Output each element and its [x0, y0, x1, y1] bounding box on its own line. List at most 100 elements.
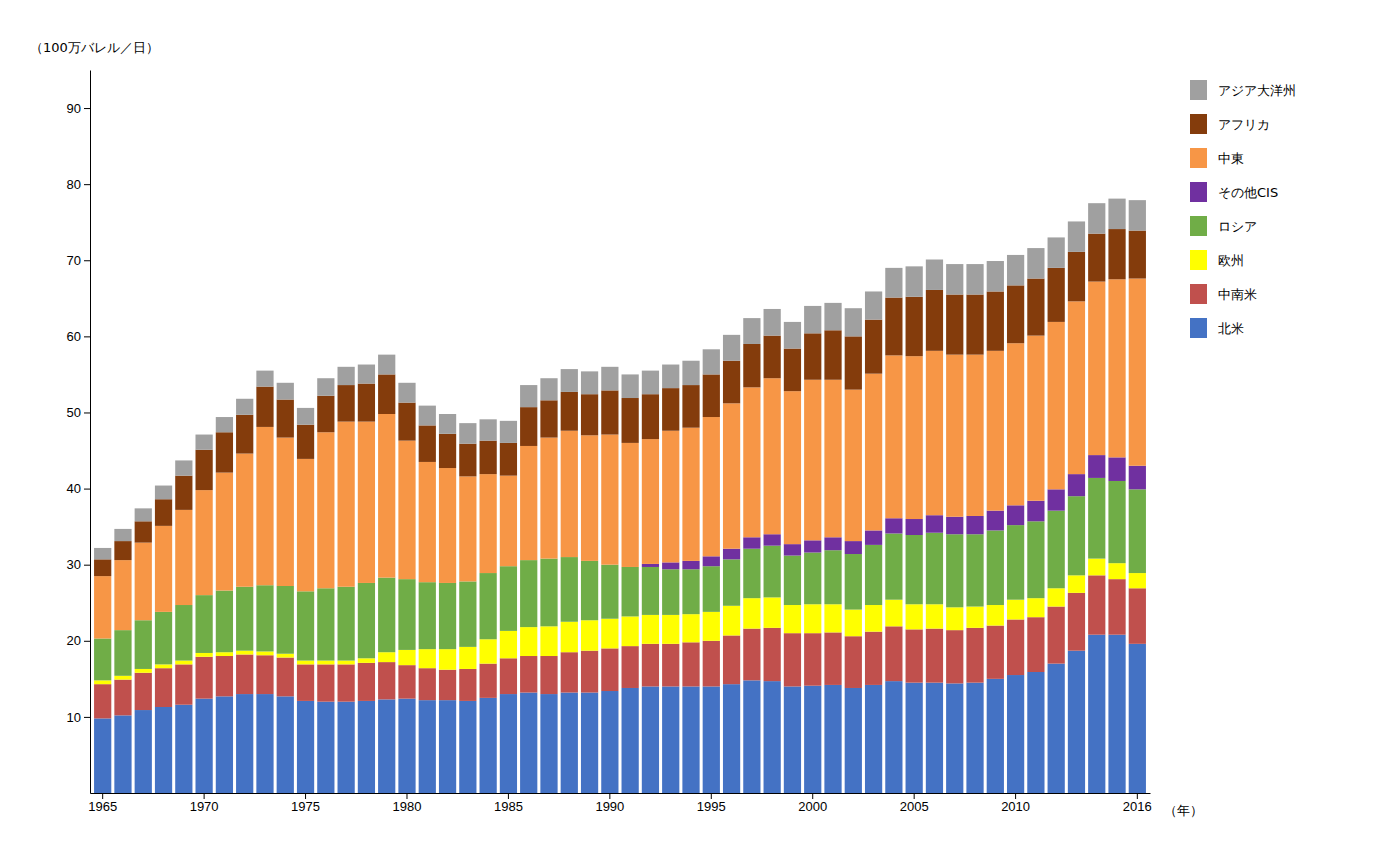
bar — [764, 597, 781, 627]
bar — [764, 546, 781, 598]
bar — [114, 680, 131, 716]
bar — [703, 349, 720, 374]
bar — [317, 588, 334, 660]
bar — [906, 683, 923, 793]
bar — [987, 679, 1004, 793]
bar — [520, 627, 537, 656]
bar — [804, 306, 821, 333]
bar — [804, 553, 821, 605]
bar — [662, 644, 679, 687]
bar — [419, 425, 436, 462]
bar — [946, 355, 963, 517]
legend-swatch — [1190, 250, 1207, 270]
bar — [824, 537, 841, 550]
bar — [419, 582, 436, 649]
bar — [906, 297, 923, 356]
bar — [540, 694, 557, 793]
y-tick-label: 10 — [67, 710, 81, 725]
bar — [1068, 252, 1085, 301]
y-tick: 70 — [67, 253, 90, 268]
bar — [804, 604, 821, 633]
bar — [1088, 203, 1105, 233]
bar — [581, 561, 598, 620]
bar — [256, 371, 273, 387]
bar — [561, 622, 578, 652]
bar — [987, 291, 1004, 350]
bar — [1108, 563, 1125, 579]
bar — [398, 403, 415, 441]
legend-swatch — [1190, 182, 1207, 202]
bar — [642, 686, 659, 793]
bar — [398, 699, 415, 793]
bar — [682, 569, 699, 614]
bar — [94, 576, 111, 638]
bar — [723, 684, 740, 793]
bar — [236, 415, 253, 454]
bar — [865, 530, 882, 544]
bar — [480, 573, 497, 639]
bar — [175, 510, 192, 605]
bar — [966, 683, 983, 793]
bar — [540, 400, 557, 437]
bar — [114, 560, 131, 630]
bar — [1007, 505, 1024, 525]
bar — [662, 431, 679, 563]
bar — [743, 318, 760, 344]
bar — [743, 629, 760, 681]
bar — [216, 696, 233, 793]
bar — [540, 378, 557, 400]
bar — [885, 355, 902, 518]
bar — [155, 612, 172, 665]
y-tick: 50 — [67, 405, 90, 420]
bar — [1048, 237, 1065, 267]
bar — [94, 718, 111, 793]
bar — [743, 680, 760, 793]
x-tick: 1970 — [190, 793, 219, 814]
bar — [1048, 664, 1065, 793]
bar — [1048, 511, 1065, 589]
bar — [804, 380, 821, 541]
bar — [135, 508, 152, 521]
bar — [358, 422, 375, 583]
bar — [784, 633, 801, 686]
bar — [1108, 199, 1125, 229]
bar — [966, 295, 983, 355]
bar — [195, 657, 212, 699]
bar — [540, 559, 557, 627]
bar — [439, 700, 456, 793]
bar — [784, 322, 801, 349]
bar — [703, 556, 720, 566]
bar — [277, 438, 294, 586]
bar — [926, 629, 943, 683]
bar — [723, 361, 740, 404]
bar — [135, 673, 152, 710]
legend-item: 中南米 — [1190, 284, 1257, 304]
y-tick: 40 — [67, 481, 90, 496]
x-tick-mark — [609, 793, 610, 799]
bar — [764, 628, 781, 681]
bar — [622, 616, 639, 646]
bar — [175, 476, 192, 510]
bar — [703, 686, 720, 793]
bar — [459, 581, 476, 646]
bar — [94, 559, 111, 576]
bar — [946, 517, 963, 535]
bar — [906, 266, 923, 296]
bar — [784, 349, 801, 392]
y-tick: 60 — [67, 329, 90, 344]
bar — [1068, 496, 1085, 575]
bar — [236, 651, 253, 655]
bar — [135, 669, 152, 673]
bar — [256, 655, 273, 694]
bar — [358, 583, 375, 658]
bar — [277, 586, 294, 654]
bar — [500, 631, 517, 658]
bar — [946, 264, 963, 294]
bar — [1088, 635, 1105, 793]
bar — [480, 639, 497, 663]
bar — [338, 661, 355, 665]
x-tick-label: 1985 — [494, 799, 523, 814]
bar — [94, 684, 111, 718]
bar — [1048, 607, 1065, 664]
bar — [398, 579, 415, 650]
